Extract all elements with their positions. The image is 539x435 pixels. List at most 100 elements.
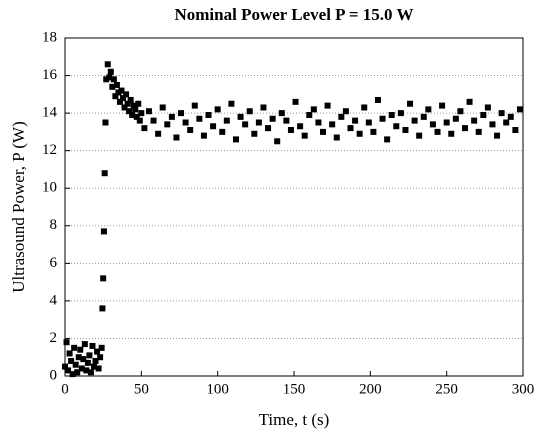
point: [265, 125, 272, 132]
point: [103, 76, 110, 83]
point: [116, 98, 123, 105]
point: [402, 127, 409, 134]
point: [484, 104, 491, 111]
point: [107, 68, 114, 75]
point: [84, 359, 91, 366]
x-tick-label: 50: [134, 381, 149, 397]
x-tick-label: 200: [359, 381, 382, 397]
point: [77, 346, 84, 353]
point: [356, 130, 363, 137]
point: [71, 344, 78, 351]
point: [516, 106, 523, 113]
point: [78, 365, 85, 372]
point: [74, 369, 81, 376]
point: [342, 108, 349, 115]
point: [81, 341, 88, 348]
point: [374, 96, 381, 103]
point: [228, 100, 235, 107]
point: [512, 127, 519, 134]
point: [89, 342, 96, 349]
x-tick-label: 250: [435, 381, 458, 397]
point: [429, 121, 436, 128]
y-axis-label: Ultrasound Power, P (W): [9, 121, 28, 293]
point: [123, 91, 130, 98]
point: [407, 100, 414, 107]
y-tick-label: 8: [50, 217, 58, 233]
point: [310, 106, 317, 113]
point: [94, 348, 101, 355]
point: [269, 115, 276, 122]
point: [65, 367, 72, 374]
point: [150, 117, 157, 124]
point: [132, 106, 139, 113]
point: [297, 123, 304, 130]
point: [182, 119, 189, 126]
point: [452, 115, 459, 122]
plot-frame: [64, 37, 524, 377]
point: [138, 110, 145, 117]
point: [178, 110, 185, 117]
point: [278, 110, 285, 117]
point: [397, 110, 404, 117]
point: [187, 127, 194, 134]
point: [110, 76, 117, 83]
point: [91, 363, 98, 370]
point: [425, 106, 432, 113]
point: [287, 127, 294, 134]
point: [135, 100, 142, 107]
point: [480, 111, 487, 118]
point: [255, 119, 262, 126]
point: [274, 138, 281, 145]
point: [292, 98, 299, 105]
point: [329, 121, 336, 128]
point: [251, 130, 258, 137]
point: [80, 356, 87, 363]
point: [457, 108, 464, 115]
point: [503, 119, 510, 126]
point: [72, 361, 79, 368]
point: [130, 102, 137, 109]
point: [210, 123, 217, 130]
point: [237, 113, 244, 120]
point: [118, 87, 125, 94]
point: [214, 106, 221, 113]
point: [129, 111, 136, 118]
point: [320, 128, 327, 135]
x-tick-label: 300: [512, 381, 535, 397]
point: [66, 350, 73, 357]
point: [232, 136, 239, 143]
y-tick-label: 0: [50, 367, 58, 383]
point: [260, 104, 267, 111]
point: [434, 128, 441, 135]
point: [86, 352, 93, 359]
point: [115, 89, 122, 96]
point: [223, 117, 230, 124]
point: [191, 102, 198, 109]
point: [324, 102, 331, 109]
point: [365, 119, 372, 126]
point: [494, 132, 501, 139]
y-tick-label: 4: [50, 292, 58, 308]
point: [113, 81, 120, 88]
point: [141, 125, 148, 132]
point: [99, 305, 106, 312]
chart-title: Nominal Power Level P = 15.0 W: [174, 5, 413, 24]
point: [121, 104, 128, 111]
point: [439, 102, 446, 109]
point: [106, 74, 113, 81]
point: [112, 93, 119, 100]
point: [168, 113, 175, 120]
point: [155, 130, 162, 137]
point: [242, 121, 249, 128]
point: [136, 117, 143, 124]
point: [95, 365, 102, 372]
point: [448, 130, 455, 137]
point: [301, 132, 308, 139]
point: [443, 119, 450, 126]
y-tick-label: 2: [50, 330, 58, 346]
point: [75, 354, 82, 361]
x-tick-label: 0: [61, 381, 69, 397]
point: [388, 111, 395, 118]
point: [92, 357, 99, 364]
